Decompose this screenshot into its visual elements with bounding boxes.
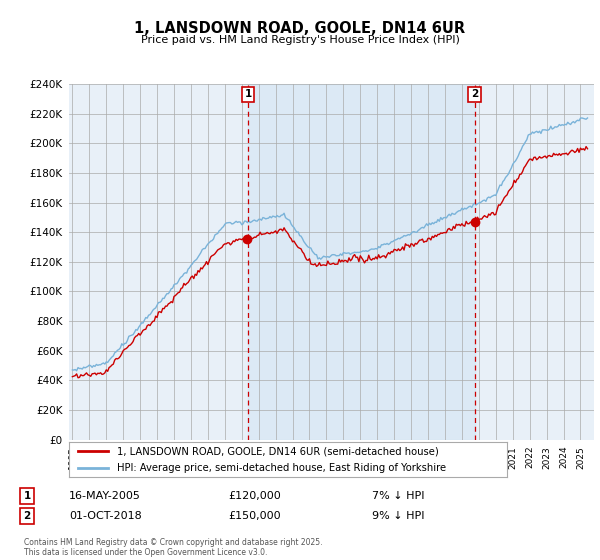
Text: 01-OCT-2018: 01-OCT-2018: [69, 511, 142, 521]
Text: 1, LANSDOWN ROAD, GOOLE, DN14 6UR (semi-detached house): 1, LANSDOWN ROAD, GOOLE, DN14 6UR (semi-…: [117, 446, 439, 456]
Bar: [248, 84, 475, 440]
Text: Contains HM Land Registry data © Crown copyright and database right 2025.
This d: Contains HM Land Registry data © Crown c…: [24, 538, 323, 557]
Text: 16-MAY-2005: 16-MAY-2005: [69, 491, 141, 501]
Text: 1: 1: [23, 491, 31, 501]
Text: £150,000: £150,000: [228, 511, 281, 521]
Text: 2: 2: [23, 511, 31, 521]
Text: 9% ↓ HPI: 9% ↓ HPI: [372, 511, 425, 521]
Text: Price paid vs. HM Land Registry's House Price Index (HPI): Price paid vs. HM Land Registry's House …: [140, 35, 460, 45]
Text: 1, LANSDOWN ROAD, GOOLE, DN14 6UR: 1, LANSDOWN ROAD, GOOLE, DN14 6UR: [134, 21, 466, 36]
Text: £120,000: £120,000: [228, 491, 281, 501]
Text: HPI: Average price, semi-detached house, East Riding of Yorkshire: HPI: Average price, semi-detached house,…: [117, 464, 446, 473]
Text: 1: 1: [244, 90, 251, 99]
Text: 2: 2: [471, 90, 478, 99]
Text: 7% ↓ HPI: 7% ↓ HPI: [372, 491, 425, 501]
